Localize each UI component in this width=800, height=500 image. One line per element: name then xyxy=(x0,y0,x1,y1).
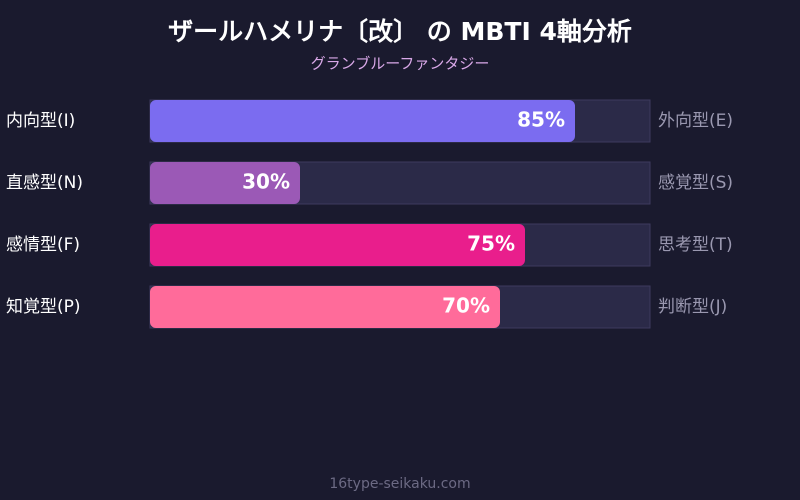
value-label: 30% xyxy=(242,170,290,194)
right-label: 判断型(J) xyxy=(658,297,727,317)
chart-title: ザールハメリナ〔改〕 の MBTI 4軸分析 xyxy=(168,17,632,46)
right-label: 思考型(T) xyxy=(658,235,733,255)
left-label: 内向型(I) xyxy=(6,111,75,131)
right-label: 感覚型(S) xyxy=(658,173,733,193)
bar xyxy=(150,286,500,328)
footer: 16type-seikaku.com xyxy=(329,476,470,492)
left-label: 感情型(F) xyxy=(6,235,80,255)
value-label: 75% xyxy=(467,232,515,256)
chart-subtitle: グランブルーファンタジー xyxy=(311,55,490,73)
value-label: 85% xyxy=(517,108,565,132)
bar xyxy=(150,224,525,266)
bar xyxy=(150,100,575,142)
value-label: 70% xyxy=(442,294,490,318)
right-label: 外向型(E) xyxy=(658,111,733,131)
left-label: 直感型(N) xyxy=(6,173,83,193)
bar xyxy=(150,162,300,204)
left-label: 知覚型(P) xyxy=(6,297,81,317)
